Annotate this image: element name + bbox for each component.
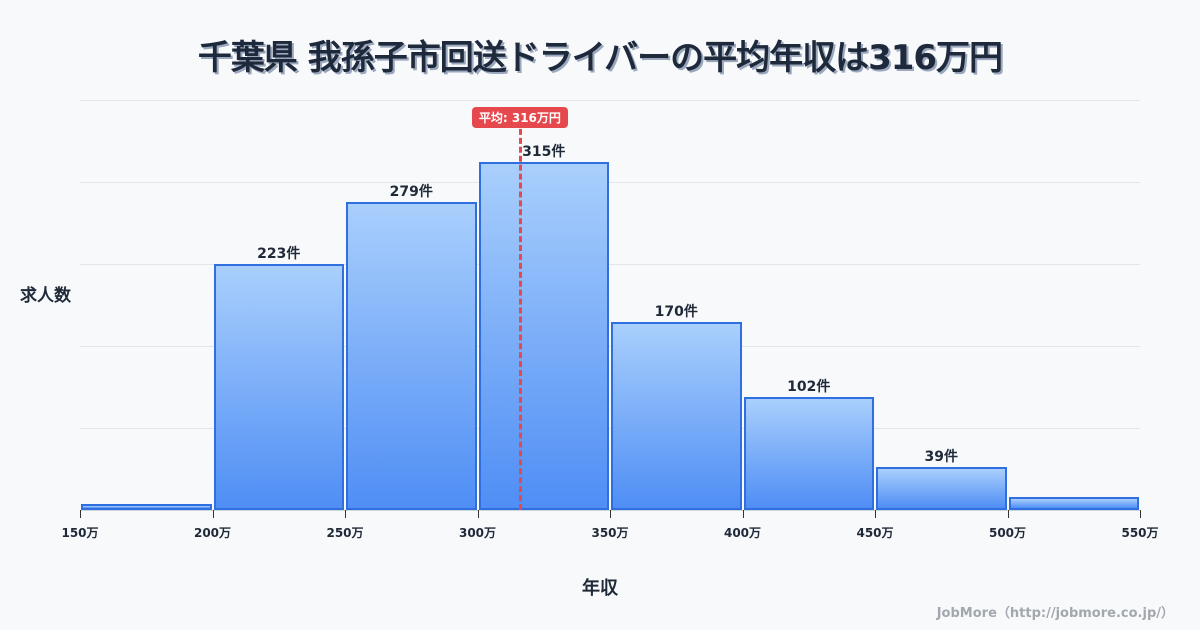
x-tick-label: 500万 [988,526,1027,540]
bar-value-label: 315件 [522,144,566,160]
x-tick-label: 400万 [723,526,762,540]
x-tick-label: 450万 [856,526,894,540]
chart-title: 千葉県 我孫子市回送ドライバーの平均年収は316万円 [197,38,1003,78]
x-tick [477,510,479,518]
histogram-bar [611,322,742,510]
gridline [80,264,1140,265]
bar-value-label: 170件 [654,304,698,321]
bar-value-label: 39件 [924,448,958,465]
x-tick [610,510,611,518]
x-tick [875,510,876,518]
gridline [80,100,1140,101]
x-axis-label: 年収 [582,578,618,599]
histogram-bar [346,201,477,510]
x-tick [742,510,744,518]
x-tick-label: 300万 [458,526,497,540]
x-tick-label: 250万 [326,526,364,540]
y-axis-label: 求人数 [20,286,71,306]
x-tick-label: 150万 [61,526,99,540]
bar-value-label: 102件 [787,379,831,396]
histogram-bar [876,466,1007,510]
bar-value-label: 223件 [257,245,301,262]
x-tick-label: 200万 [193,526,232,540]
plot-area: 223件 279件 315件 170件 102件 39件 150万 200万 250万 300万 3… [61,100,1159,540]
histogram-bar [1008,496,1139,510]
histogram-bar [81,504,212,510]
histogram-bar [213,263,344,510]
average-badge: 平均: 316万円 [471,107,568,128]
x-tick [1140,510,1141,518]
histogram-bar [743,397,874,510]
x-tick [212,510,214,518]
x-tick-label: 550万 [1121,526,1159,540]
x-tick-label: 350万 [591,526,629,540]
gridline [80,428,1140,429]
x-tick [345,510,346,518]
x-tick [80,510,81,518]
bar-value-label: 279件 [389,183,433,200]
average-line [518,120,522,510]
x-tick [1007,510,1009,518]
gridline [80,346,1140,347]
source-credit: JobMore（http://jobmore.co.jp/） [936,606,1174,621]
gridline [80,182,1140,183]
histogram-bar [478,162,609,510]
